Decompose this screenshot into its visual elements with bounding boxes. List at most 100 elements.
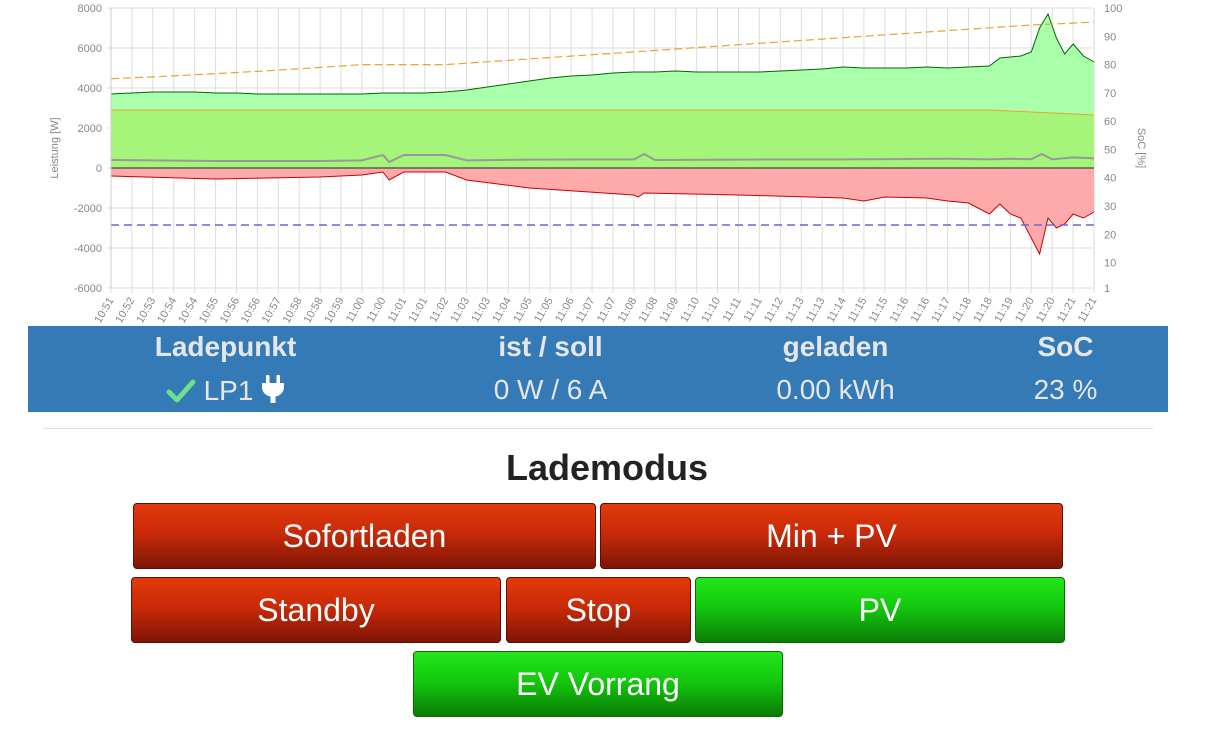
x-tick-label: 10:57 <box>260 296 284 326</box>
y-tick-label-right: 1 <box>1104 283 1110 295</box>
soc-column: SoC 23 % <box>988 326 1143 412</box>
x-tick-label: 10:58 <box>281 296 305 326</box>
y-tick-label-left: -2000 <box>74 203 102 215</box>
x-tick-label: 11:08 <box>616 296 640 325</box>
ist-soll-header: ist / soll <box>498 331 603 362</box>
y-tick-label-right: 90 <box>1104 31 1116 43</box>
x-tick-label: 11:16 <box>909 296 933 325</box>
x-tick-label: 11:12 <box>762 296 786 325</box>
y-tick-label-right: 10 <box>1104 258 1116 270</box>
y-tick-label-left: -4000 <box>74 243 102 255</box>
section-divider <box>43 428 1153 429</box>
x-tick-label: 11:16 <box>888 296 912 325</box>
charging-area <box>111 110 1094 168</box>
power-chart: 10:5110:5210:5310:5410:5410:5510:5610:56… <box>49 3 1147 326</box>
x-tick-label: 10:56 <box>218 296 242 326</box>
grid-line <box>110 171 1095 256</box>
x-tick-label: 11:21 <box>1055 296 1079 325</box>
y-tick-label-right: 20 <box>1104 229 1116 241</box>
y-tick-label-right: 60 <box>1104 116 1116 128</box>
x-tick-label: 11:11 <box>721 296 744 324</box>
x-tick-label: 10:55 <box>197 296 221 326</box>
x-tick-label: 11:07 <box>574 296 598 325</box>
x-tick-label: 11:10 <box>678 296 702 325</box>
y-tick-label-right: 30 <box>1104 201 1116 213</box>
y-tick-label-left: 2000 <box>78 123 102 135</box>
x-tick-label: 11:15 <box>846 296 870 325</box>
charging-line <box>111 109 1095 116</box>
geladen-value: 0.00 kWh <box>776 374 895 405</box>
stop-button[interactable]: Stop <box>506 577 691 643</box>
pv-button[interactable]: PV <box>695 577 1065 643</box>
ladepunkt-value[interactable]: LP1 <box>103 374 348 407</box>
y-tick-label-left: 4000 <box>78 83 102 95</box>
x-tick-label: 10:51 <box>92 296 116 326</box>
x-tick-label: 11:13 <box>804 296 828 325</box>
ist-soll-column: ist / soll 0 W / 6 A <box>428 326 673 412</box>
x-tick-label: 11:21 <box>1076 296 1100 325</box>
ladepunkt-column: Ladepunkt LP1 <box>103 326 348 412</box>
x-tick-label: 11:01 <box>407 296 431 325</box>
x-tick-label: 11:19 <box>992 296 1016 325</box>
y-tick-label-left: 8000 <box>78 3 102 15</box>
x-tick-label: 10:52 <box>113 296 137 326</box>
x-tick-label: 11:08 <box>637 296 661 325</box>
x-tick-label: 11:05 <box>532 296 556 325</box>
y-tick-label-left: 6000 <box>78 43 102 55</box>
min-pv-button[interactable]: Min + PV <box>600 503 1063 569</box>
x-tick-label: 11:05 <box>511 296 535 325</box>
y-axis-label-left: Leistung [W] <box>49 117 61 178</box>
charge-point-panel: Ladepunkt LP1 ist / soll 0 W / 6 A gelad… <box>28 326 1168 412</box>
standby-button[interactable]: Standby <box>131 577 501 643</box>
x-tick-label: 10:53 <box>134 296 158 326</box>
x-tick-label: 10:56 <box>239 296 263 326</box>
geladen-header: geladen <box>782 331 889 362</box>
x-tick-label: 11:13 <box>783 296 807 325</box>
ev-vorrang-button[interactable]: EV Vorrang <box>413 651 783 717</box>
x-tick-label: 11:09 <box>658 296 682 325</box>
x-tick-label: 11:18 <box>971 296 995 325</box>
y-tick-label-right: 70 <box>1104 88 1116 100</box>
x-tick-label: 11:14 <box>825 296 849 325</box>
x-tick-label: 11:02 <box>427 296 451 325</box>
y-tick-label-right: 100 <box>1104 3 1122 15</box>
x-tick-label: 11:03 <box>469 296 493 325</box>
x-tick-label: 11:04 <box>490 295 514 324</box>
y-axis-label-right: SoC [%] <box>1135 128 1147 168</box>
plug-icon <box>261 375 285 406</box>
x-tick-label: 11:11 <box>742 296 765 324</box>
x-tick-label: 11:17 <box>929 296 953 325</box>
lp-name: LP1 <box>203 375 254 406</box>
ist-soll-value: 0 W / 6 A <box>493 374 608 405</box>
soc-value: 23 % <box>1033 374 1098 405</box>
y-tick-label-right: 50 <box>1104 144 1116 156</box>
grid-area <box>111 168 1094 254</box>
y-tick-label-left: -6000 <box>74 283 102 295</box>
check-icon <box>166 375 204 406</box>
x-tick-label: 11:01 <box>386 296 410 325</box>
pv-line <box>110 12 1095 95</box>
x-tick-label: 11:18 <box>950 296 974 325</box>
y-tick-label-right: 80 <box>1104 60 1116 72</box>
x-tick-label: 11:20 <box>1034 296 1058 325</box>
lademodus-title: Lademodus <box>505 447 709 488</box>
x-tick-label: 11:06 <box>553 296 577 325</box>
x-tick-label: 10:54 <box>176 296 200 326</box>
y-tick-label-right: 40 <box>1104 173 1116 185</box>
geladen-column: geladen 0.00 kWh <box>713 326 958 412</box>
load-line <box>110 152 1095 164</box>
soc-header: SoC <box>1037 331 1094 362</box>
ladepunkt-header: Ladepunkt <box>154 331 297 362</box>
x-tick-label: 10:58 <box>302 296 326 326</box>
x-tick-label: 11:20 <box>1013 296 1037 325</box>
chart-series <box>110 12 1095 256</box>
x-tick-label: 11:15 <box>867 296 891 325</box>
x-tick-label: 10:59 <box>323 296 347 326</box>
x-tick-label: 11:10 <box>699 296 723 325</box>
y-tick-label-left: 0 <box>96 163 102 175</box>
x-tick-label: 11:00 <box>344 296 368 325</box>
x-tick-label: 11:07 <box>595 296 619 325</box>
sofortladen-button[interactable]: Sofortladen <box>133 503 596 569</box>
x-tick-label: 10:54 <box>155 296 179 326</box>
x-tick-label: 11:03 <box>448 296 472 325</box>
